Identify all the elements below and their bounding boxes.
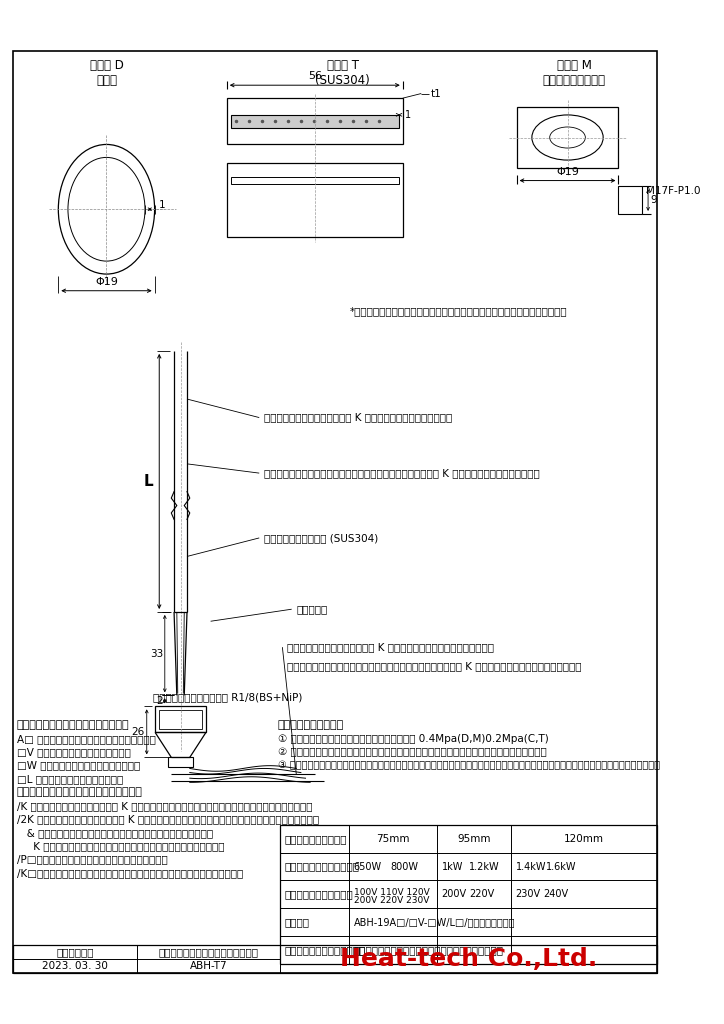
Text: 1kW: 1kW bbox=[442, 861, 463, 871]
Text: 【ระบุดอนสั่งชื่อ】: 【ระบุดอนสั่งชื่อ】 bbox=[17, 720, 130, 730]
Bar bbox=[227, 98, 403, 144]
Text: 200V 220V 230V: 200V 220V 230V bbox=[353, 896, 429, 905]
Text: *สามารถสั่งทำข้อต่อเกลียวที่ปลายได้: *สามารถสั่งทำข้อต่อเกลียวที่ปลายได้ bbox=[350, 306, 568, 316]
Text: ① ความด้านทานแรงดันคือ 0.4Mpa(D,M)0.2Mpa(C,T): ① ความด้านทานแรงดันคือ 0.4Mpa(D,M)0.2Mpa… bbox=[278, 734, 549, 743]
Text: 650W: 650W bbox=[353, 861, 382, 871]
Text: พลังงานไฟฟ้า: พลังงานไฟฟ้า bbox=[285, 861, 359, 871]
Text: 26: 26 bbox=[132, 727, 145, 737]
Text: แบบ M: แบบ M bbox=[557, 59, 592, 73]
Text: สายไฟ: สายไฟ bbox=[296, 604, 327, 614]
Text: 95mm: 95mm bbox=[458, 834, 491, 844]
Text: M17F-P1.0: M17F-P1.0 bbox=[647, 186, 701, 197]
Text: ABH-19A□/□V-□W/L□/ตัวเลือก: ABH-19A□/□V-□W/L□/ตัวเลือก bbox=[353, 918, 515, 927]
Text: แรงดันไฟฟ้า: แรงดันไฟฟ้า bbox=[285, 890, 353, 899]
Text: 800W: 800W bbox=[391, 861, 418, 871]
Text: 1: 1 bbox=[159, 200, 166, 210]
Text: ③ การให้ความร้อนโดยไม่จ่ายแก๊สอุณหภูมิต่ำจะทำให้เครื่องเสียหายบอ่: ③ การให้ความร้อนโดยไม่จ่ายแก๊สอุณหภูมิต่… bbox=[278, 761, 660, 771]
Text: ตรง: ตรง bbox=[96, 74, 117, 87]
Text: 【ตัวเลือกเพิ่มเติม】: 【ตัวเลือกเพิ่มเติม】 bbox=[17, 787, 143, 798]
Text: 120mm: 120mm bbox=[564, 834, 605, 844]
Text: 220V: 220V bbox=[469, 890, 494, 899]
Text: □V ระบุแรงดันไฟฟ้า: □V ระบุแรงดันไฟฟ้า bbox=[17, 748, 130, 757]
Text: L: L bbox=[144, 474, 153, 488]
Text: ความยาวท่อ: ความยาวท่อ bbox=[285, 834, 347, 844]
Text: อุณหภูมิลมร้อน K เทอร์โมคัปเปิล: อุณหภูมิลมร้อน K เทอร์โมคัปเปิล bbox=[264, 413, 452, 423]
Text: 33: 33 bbox=[150, 648, 163, 658]
Text: ② ขจัดละอองน้ำมันและหยดน้ำออกจากแก๊สที่จ่าย: ② ขจัดละอองน้ำมันและหยดน้ำออกจากแก๊สที่จ… bbox=[278, 748, 547, 757]
Text: ช่องจ่ายแก๊ส R1/8(BS+NiP): ช่องจ่ายแก๊ส R1/8(BS+NiP) bbox=[153, 692, 302, 702]
Bar bbox=[155, 707, 206, 732]
Bar bbox=[279, 825, 657, 964]
Text: & อุณหภูมิม้องค์ประกอบความร้อน: & อุณหภูมิม้องค์ประกอบความร้อน bbox=[17, 827, 213, 838]
Text: 200V: 200V bbox=[442, 890, 467, 899]
Text: 56: 56 bbox=[308, 72, 321, 82]
Text: A□ ระบุรูปร่างส่วนปลาย: A□ ระบุรูปร่างส่วนปลาย bbox=[17, 734, 156, 743]
Text: 1: 1 bbox=[405, 110, 411, 120]
Text: /2K อุณหภูมิลมร้อน K เทอร์โมคัปเปิลสภาพเพิ่มเข้าไบ: /2K อุณหภูมิลมร้อน K เทอร์โมคัปเปิลสภาพเ… bbox=[17, 814, 319, 824]
Text: /K□กระบวนความยาวของสายเทอร์โมคัปเปิล: /K□กระบวนความยาวของสายเทอร์โมคัปเปิล bbox=[17, 868, 243, 878]
Text: K เทอร์โมคัปเปิลสภาพเพิ่มเข้าไบ: K เทอร์โมคัปเปิลสภาพเพิ่มเข้าไบ bbox=[17, 841, 224, 851]
Text: แบบ T: แบบ T bbox=[327, 59, 358, 73]
Bar bbox=[618, 186, 641, 214]
Text: ABH-T7: ABH-T7 bbox=[190, 962, 227, 971]
Text: t1: t1 bbox=[431, 88, 441, 98]
Text: 100V 110V 120V: 100V 110V 120V bbox=[353, 888, 429, 897]
Text: หมายเลขการวาดภาพ: หมายเลขการวาดภาพ bbox=[159, 947, 258, 957]
Bar bbox=[230, 115, 399, 128]
Text: ท่อป้องกัน (SUS304): ท่อป้องกัน (SUS304) bbox=[264, 532, 378, 543]
Text: ชื่อผลิตภัณฑ์: ชื่อผลิตภัณฑ์ bbox=[285, 945, 366, 955]
Text: 【หมายเหตุ】: 【หมายเหตุ】 bbox=[278, 720, 344, 730]
Bar bbox=[159, 710, 202, 729]
Bar bbox=[517, 108, 618, 168]
Text: 75mm: 75mm bbox=[376, 834, 410, 844]
Text: อุณหภูมิลมร้อน K ลวดเทอร์โมคัปเปิล: อุณหภูมิลมร้อน K ลวดเทอร์โมคัปเปิล bbox=[287, 642, 494, 652]
Text: Heat-tech Co.,Ltd.: Heat-tech Co.,Ltd. bbox=[340, 947, 597, 971]
Text: /K อุณหภูมิลมร้อน K เทอร์โมคัปเปิลสภาพเพิ่มเข้าไบ: /K อุณหภูมิลมร้อน K เทอร์โมคัปเปิลสภาพเพ… bbox=[17, 801, 312, 811]
Text: Φ19: Φ19 bbox=[95, 278, 118, 287]
Text: □L ระบุความยาวท่อ: □L ระบุความยาวท่อ bbox=[17, 774, 123, 784]
Text: 230V: 230V bbox=[515, 890, 541, 899]
Text: รุ่น: รุ่น bbox=[285, 918, 309, 927]
Text: 9: 9 bbox=[651, 195, 657, 205]
Bar bbox=[167, 758, 193, 767]
Text: อุณหภูมิม้องค์ประกอบความร้อน K ลวดเทอร์โมคัปเปิล: อุณหภูมิม้องค์ประกอบความร้อน K ลวดเทอร์โ… bbox=[287, 660, 581, 671]
Text: /P□กระบวนความยาวของสายไฟ: /P□กระบวนความยาวของสายไฟ bbox=[17, 855, 167, 864]
Text: □W ระบุพลังงานไฟฟ้า: □W ระบุพลังงานไฟฟ้า bbox=[17, 761, 140, 771]
Text: 1.2kW: 1.2kW bbox=[469, 861, 500, 871]
Text: อุณหภูมิม้องค์ประกอบความร้อน K เทอร์โมคัปเปิล: อุณหภูมิม้องค์ประกอบความร้อน K เทอร์โมคั… bbox=[264, 468, 539, 478]
Text: วันที่: วันที่ bbox=[56, 947, 93, 957]
Text: 1.6kW: 1.6kW bbox=[546, 861, 577, 871]
Bar bbox=[227, 163, 403, 237]
Text: เธรดภายใน: เธรดภายใน bbox=[542, 74, 605, 87]
Text: แบบ D: แบบ D bbox=[90, 59, 123, 73]
Bar bbox=[13, 945, 657, 973]
Text: 240V: 240V bbox=[544, 890, 568, 899]
Text: 2: 2 bbox=[156, 696, 163, 706]
Bar bbox=[230, 177, 399, 184]
Text: เครื่องทำลมร้อนอากาศร้อน: เครื่องทำลมร้อนอากาศร้อน bbox=[353, 945, 504, 955]
Text: (SUS304): (SUS304) bbox=[315, 74, 370, 87]
Text: 1.4kW: 1.4kW bbox=[515, 861, 546, 871]
Text: 2023. 03. 30: 2023. 03. 30 bbox=[42, 962, 108, 971]
Text: Φ19: Φ19 bbox=[556, 167, 579, 177]
